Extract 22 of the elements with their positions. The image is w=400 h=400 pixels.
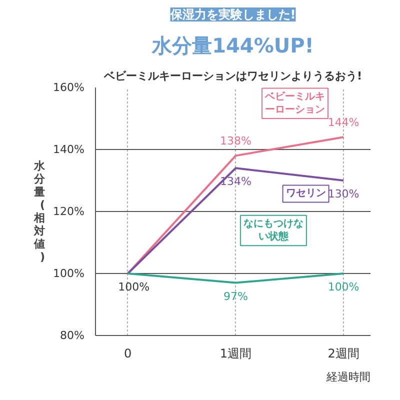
- text: ベビーミルキーローション: [264, 90, 326, 116]
- y-tick-label: 160%: [53, 81, 85, 94]
- data-label: 144%: [328, 116, 360, 130]
- data-label: 134%: [220, 175, 252, 188]
- x-tick-label: 1週間: [220, 346, 252, 360]
- data-label: 100%: [118, 280, 150, 294]
- y-tick-label: 140%: [53, 143, 85, 156]
- series-label: ワセリン: [286, 188, 326, 200]
- y-tick-label: 100%: [53, 267, 85, 280]
- data-label: 100%: [328, 280, 360, 294]
- y-axis-title: 水分量(相対値): [33, 160, 46, 264]
- y-tick-label: 80%: [60, 329, 85, 342]
- data-label: 138%: [220, 134, 252, 148]
- x-tick-label: 2週間: [328, 346, 360, 360]
- y-tick-label: 120%: [53, 205, 85, 218]
- chart-title: 水分量144%UP!: [151, 34, 314, 58]
- x-axis-title: 経過時間: [326, 370, 370, 384]
- x-tick-label: 0: [124, 346, 132, 360]
- chart-subtitle: ベビーミルキーローションはワセリンよりうるおう!: [102, 70, 362, 82]
- data-label: 97%: [223, 290, 248, 303]
- text: なにもつけない状態: [243, 218, 304, 243]
- text: 保湿力を実験しました!: [169, 8, 296, 22]
